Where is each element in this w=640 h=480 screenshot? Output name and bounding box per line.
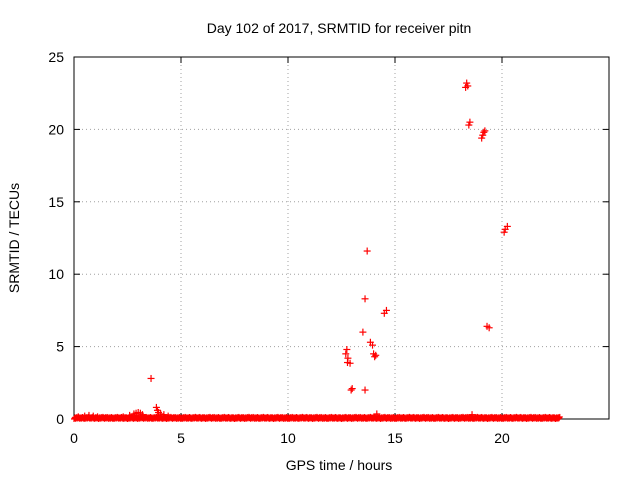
x-tick-label: 20 — [494, 430, 510, 446]
x-tick-label: 0 — [70, 430, 78, 446]
data-point — [348, 385, 356, 393]
data-point — [126, 411, 134, 419]
data-point — [81, 412, 89, 420]
data-point — [343, 345, 351, 353]
y-tick-label: 15 — [48, 194, 64, 210]
data-point — [346, 359, 354, 367]
data-point — [369, 341, 377, 349]
data-point — [147, 374, 155, 382]
data-point — [359, 328, 367, 336]
data-point — [480, 128, 488, 136]
data-point — [160, 411, 168, 419]
y-axis-label: SRMTID / TECUs — [6, 183, 22, 293]
chart-title: Day 102 of 2017, SRMTID for receiver pit… — [207, 20, 472, 36]
data-point — [138, 411, 146, 419]
y-tick-label: 25 — [48, 49, 64, 65]
x-axis-label: GPS time / hours — [286, 457, 393, 473]
data-point — [119, 413, 127, 421]
grid-lines — [74, 57, 609, 419]
y-tick-label: 10 — [48, 266, 64, 282]
data-point — [371, 353, 379, 361]
data-point — [361, 295, 369, 303]
plot-frame — [73, 56, 610, 420]
data-point — [347, 386, 355, 394]
data-point — [485, 324, 493, 332]
data-point — [373, 410, 381, 418]
axis-ticks — [73, 56, 609, 420]
data-point — [464, 82, 472, 90]
data-point — [342, 350, 350, 358]
data-point — [94, 413, 102, 421]
y-tick-label: 20 — [48, 121, 64, 137]
y-tick-label: 5 — [56, 339, 64, 355]
data-point — [361, 386, 369, 394]
data-point — [481, 127, 489, 135]
data-point — [466, 118, 474, 126]
data-point — [89, 412, 97, 420]
data-point — [164, 412, 172, 420]
data-point — [85, 411, 93, 419]
data-point — [503, 222, 511, 230]
x-tick-label: 15 — [387, 430, 403, 446]
data-point — [468, 411, 476, 419]
data-points — [71, 79, 563, 422]
y-tick-label: 0 — [56, 411, 64, 427]
data-point — [382, 306, 390, 314]
data-point — [74, 413, 82, 421]
data-point — [157, 410, 165, 418]
data-point — [363, 247, 371, 255]
tick-labels: 0 5 10 15 20 0 5 10 15 20 25 — [48, 49, 510, 446]
x-tick-label: 10 — [280, 430, 296, 446]
data-point — [372, 351, 380, 359]
x-tick-label: 5 — [177, 430, 185, 446]
